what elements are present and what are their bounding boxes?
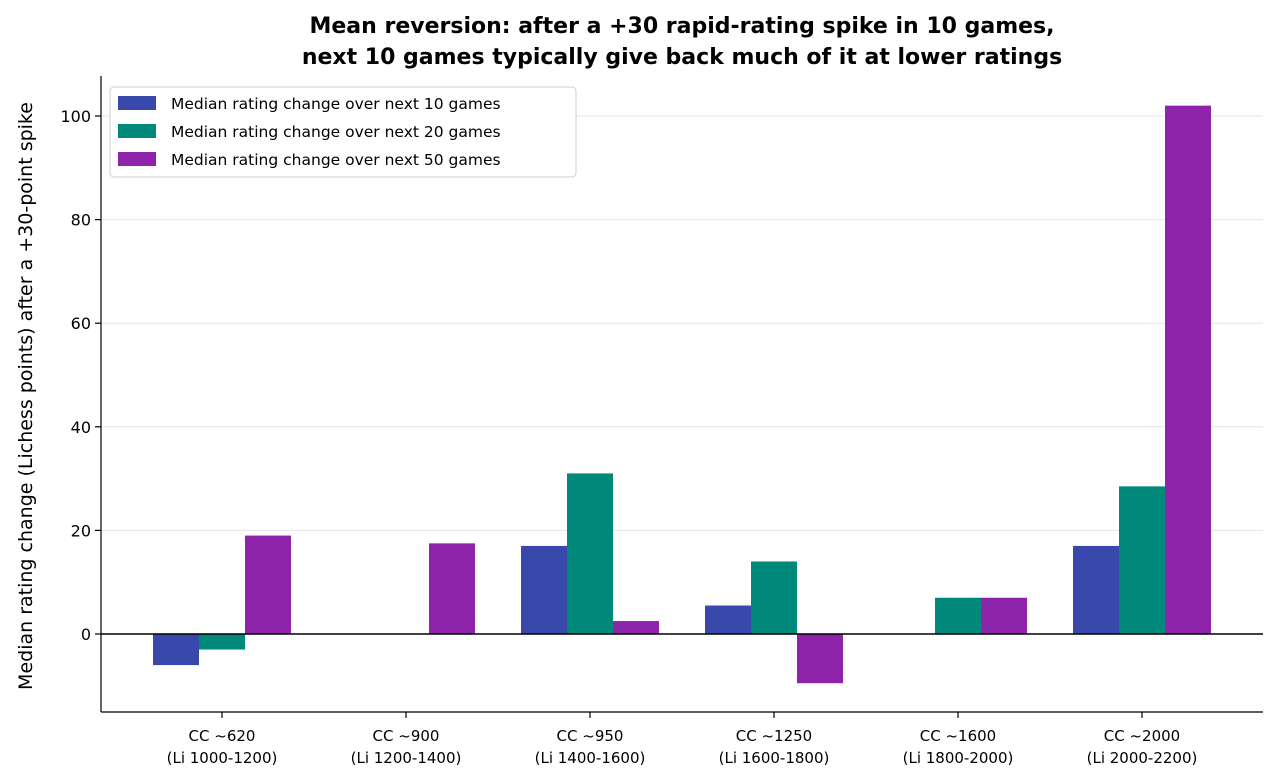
y-axis-label: Median rating change (Lichess points) af… <box>15 102 37 690</box>
y-tick-label: 20 <box>71 521 91 540</box>
x-ticks: CC ~620 (Li 1000-1200) CC ~900 (Li 1200-140… <box>167 712 1198 767</box>
bar <box>199 634 245 650</box>
bar <box>567 473 613 634</box>
y-tick-label: 80 <box>71 211 91 230</box>
axes <box>100 76 1263 713</box>
y-tick-label: 60 <box>71 314 91 333</box>
legend-swatch <box>118 96 156 110</box>
x-tick-label: CC ~620 <box>189 727 256 745</box>
bar <box>521 545 567 634</box>
x-tick-label: (Li 1400-1600) <box>535 749 646 767</box>
bar <box>935 597 981 634</box>
bar <box>1165 105 1211 634</box>
bar <box>797 634 843 684</box>
x-tick-label: CC ~900 <box>373 727 440 745</box>
bar <box>153 634 199 666</box>
bar <box>751 561 797 634</box>
legend-swatch <box>118 152 156 166</box>
x-tick-label: (Li 2000-2200) <box>1087 749 1198 767</box>
x-tick-label: CC ~1250 <box>736 727 812 745</box>
bar <box>245 535 291 634</box>
x-tick-label: (Li 1600-1800) <box>719 749 830 767</box>
bar <box>1119 486 1165 634</box>
legend-label: Median rating change over next 10 games <box>171 95 501 113</box>
bars <box>153 105 1211 684</box>
bar <box>429 543 475 634</box>
x-tick-label: CC ~2000 <box>1104 727 1180 745</box>
x-tick-label: (Li 1800-2000) <box>903 749 1014 767</box>
legend-box <box>109 86 577 178</box>
legend: Median rating change over next 10 games M… <box>109 86 577 178</box>
y-tick-label: 100 <box>60 107 91 126</box>
chart-title-line-1: Mean reversion: after a +30 rapid-rating… <box>309 14 1054 39</box>
y-tick-label: 0 <box>81 625 91 644</box>
x-tick-label: CC ~950 <box>557 727 624 745</box>
x-tick-label: (Li 1000-1200) <box>167 749 278 767</box>
legend-swatch <box>118 124 156 138</box>
chart-title-line-2: next 10 games typically give back much o… <box>302 45 1062 70</box>
y-ticks: 0 20 40 60 80 100 <box>60 107 101 644</box>
bar <box>705 605 751 634</box>
legend-label: Median rating change over next 50 games <box>171 151 501 169</box>
grid-lines <box>101 115 1263 531</box>
chart-title: Mean reversion: after a +30 rapid-rating… <box>302 14 1062 70</box>
bar <box>1073 545 1119 634</box>
bar <box>981 597 1027 634</box>
bar <box>613 621 659 634</box>
x-tick-label: (Li 1200-1400) <box>351 749 462 767</box>
y-tick-label: 40 <box>71 418 91 437</box>
x-tick-label: CC ~1600 <box>920 727 996 745</box>
legend-label: Median rating change over next 20 games <box>171 123 501 141</box>
